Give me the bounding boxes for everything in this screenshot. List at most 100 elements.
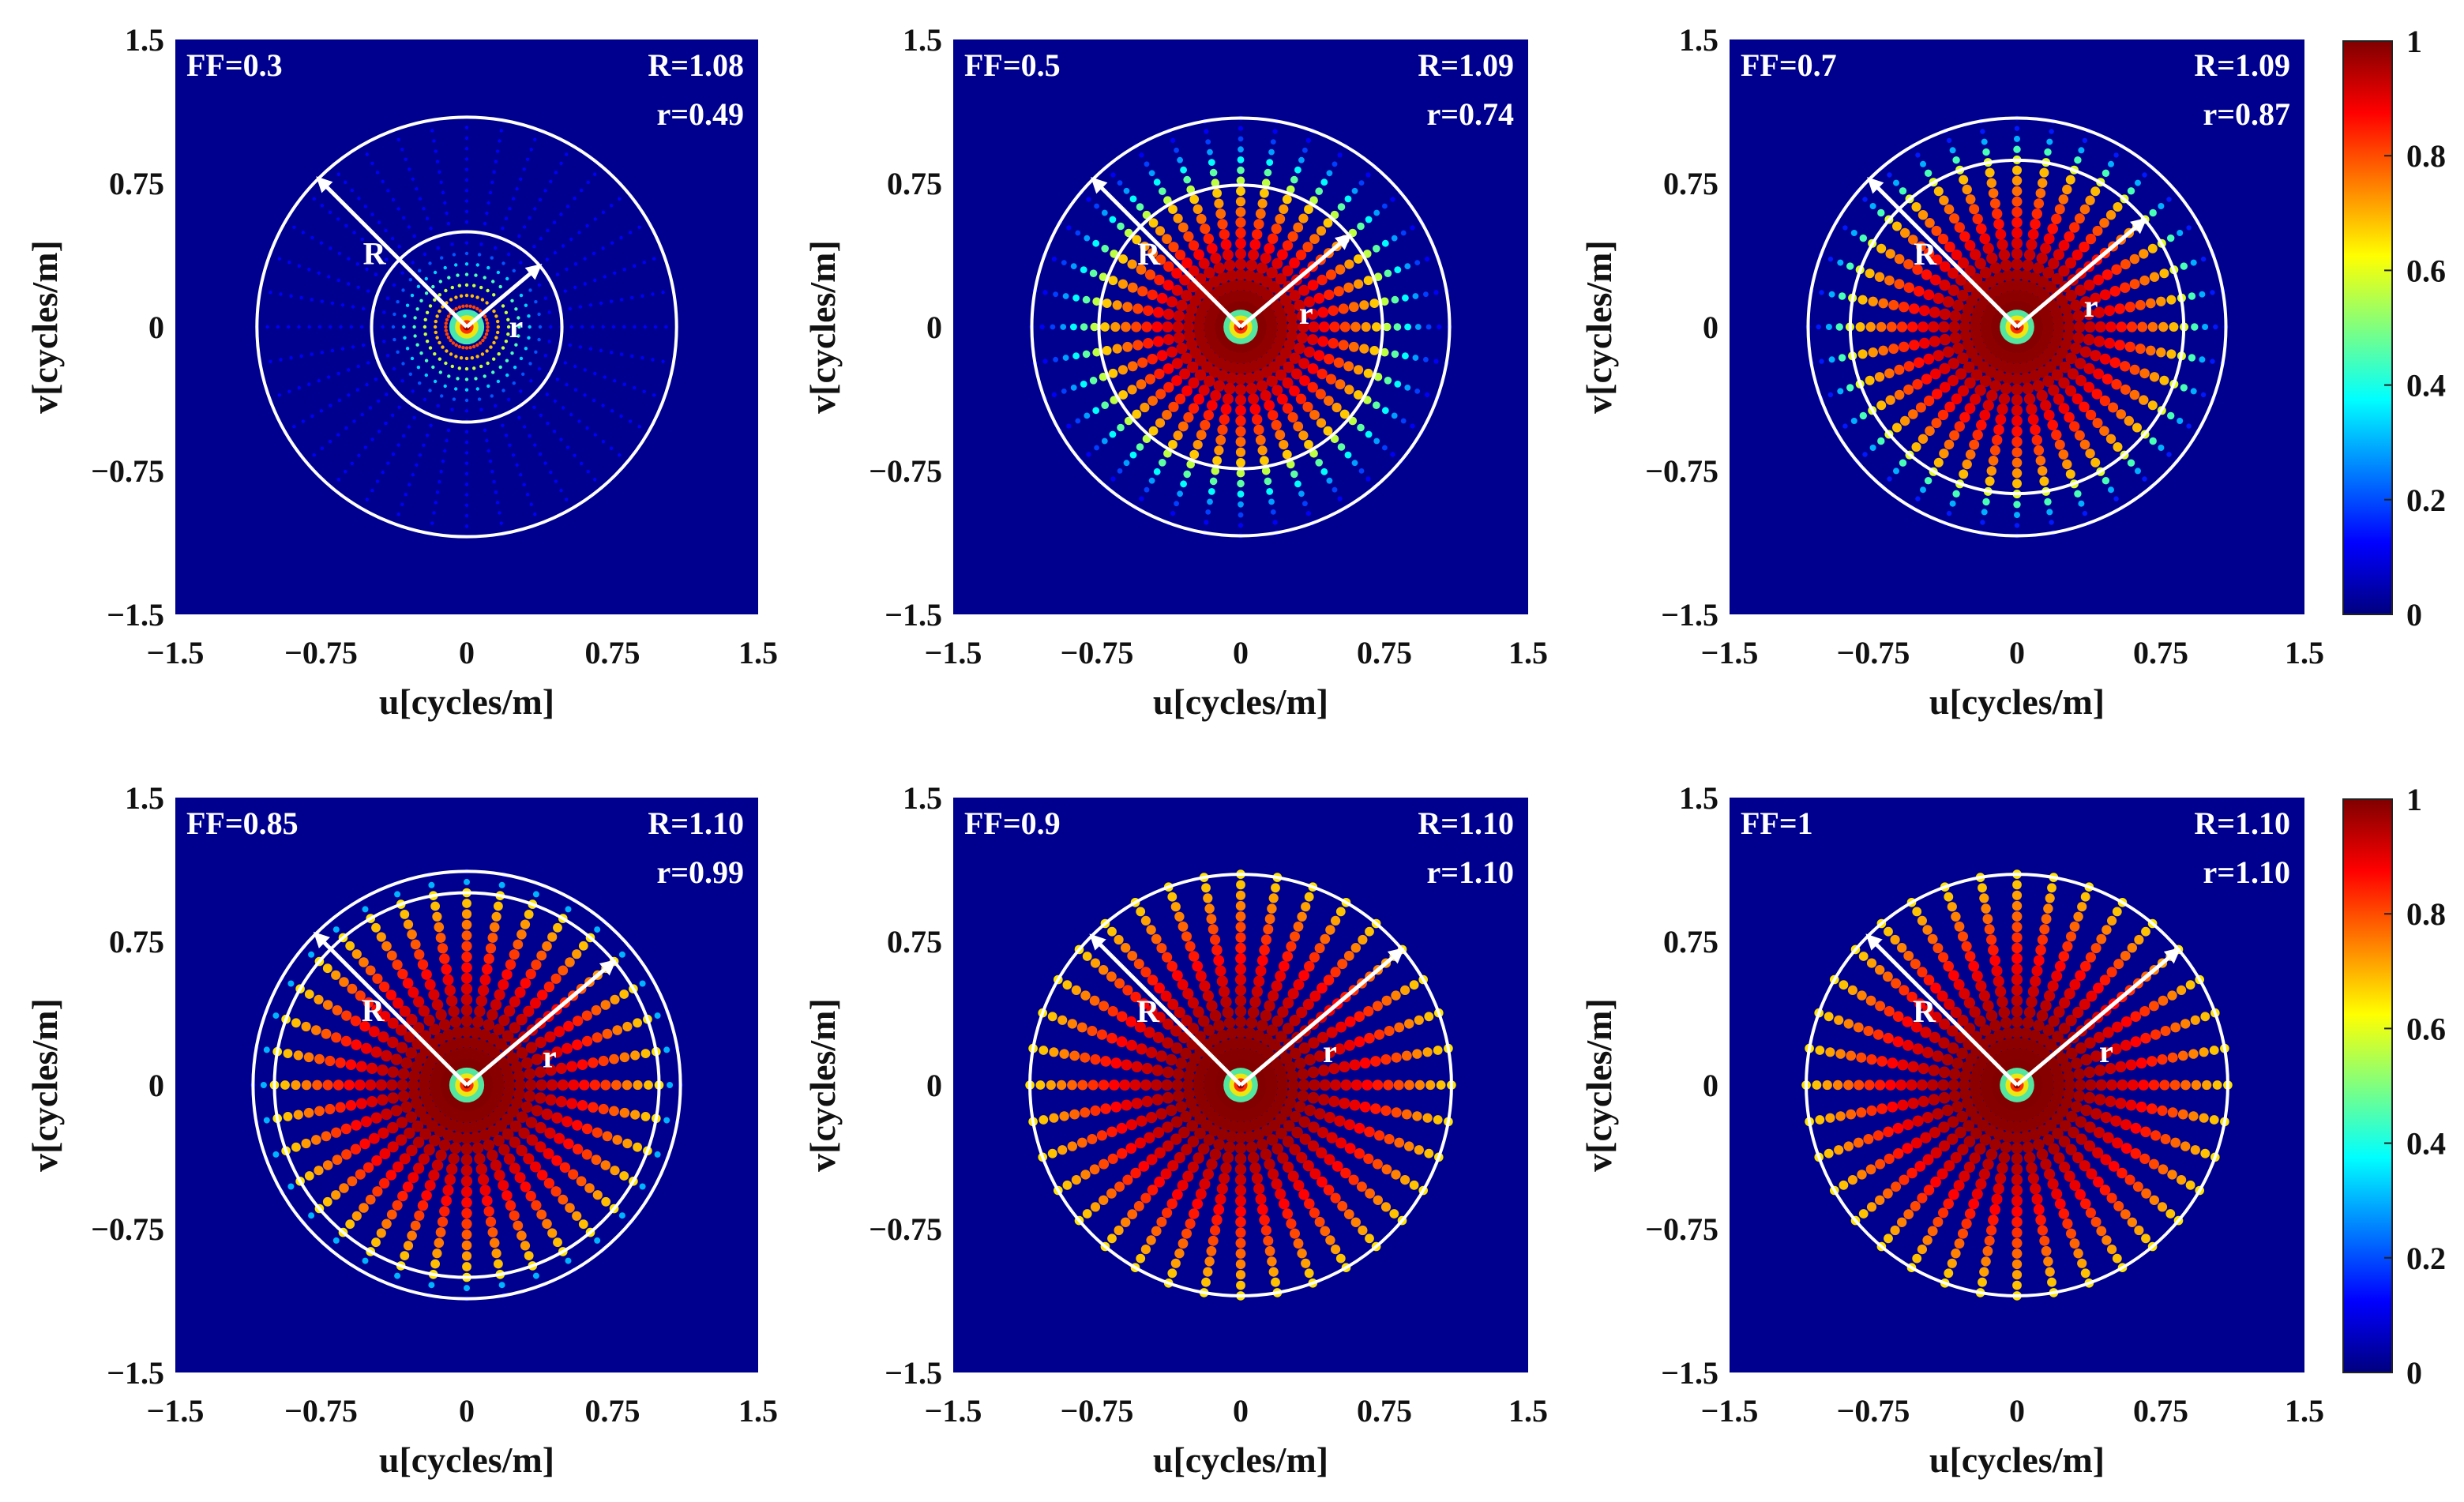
sample-point [1175, 1101, 1187, 1113]
sample-point [546, 421, 550, 426]
sample-point [2011, 900, 2023, 911]
sample-point [2102, 269, 2113, 280]
sample-point [378, 981, 390, 993]
sample-point [1354, 390, 1363, 400]
sample-point [2074, 1079, 2087, 1091]
sample-point [1166, 346, 1178, 358]
sample-point [1309, 990, 1321, 1002]
sample-point [618, 197, 622, 201]
sample-point [1283, 1120, 1295, 1132]
sample-point [1174, 393, 1186, 404]
sample-point [1989, 380, 2002, 392]
sample-point [1290, 1110, 1301, 1123]
sample-point [513, 1220, 524, 1231]
sample-point [390, 1053, 403, 1065]
sample-point [505, 359, 509, 362]
sample-point [509, 1120, 522, 1132]
sample-point [1290, 1047, 1301, 1060]
sample-point [1100, 322, 1110, 332]
sample-point [438, 1140, 451, 1151]
arrow-r-label: r [1299, 295, 1313, 331]
sample-point [425, 216, 430, 220]
sample-point [1144, 1027, 1155, 1038]
sample-point [1962, 459, 1972, 470]
sample-point [1134, 1021, 1146, 1033]
sample-point [483, 276, 486, 280]
sample-point [551, 1046, 563, 1058]
sample-point [2180, 1080, 2191, 1091]
sample-point [400, 502, 404, 506]
sample-point [360, 1042, 372, 1054]
sample-point [2073, 911, 2083, 922]
sample-point [2092, 1147, 2104, 1158]
y-tick-label: −1.5 [107, 597, 164, 633]
sample-point [1235, 1259, 1246, 1270]
sample-point [1957, 290, 1969, 302]
sample-point [1206, 242, 1218, 254]
sample-point [1171, 1079, 1184, 1091]
y-axis-label: v[cycles/m] [802, 998, 843, 1172]
sample-point [1082, 1209, 1092, 1218]
sample-point [1268, 990, 1279, 1002]
sample-point [1162, 1207, 1173, 1218]
sample-point [1167, 892, 1178, 902]
sample-point [1154, 982, 1165, 994]
sample-point [1114, 1181, 1125, 1192]
sample-point [1290, 470, 1298, 479]
sample-point [434, 922, 445, 933]
sample-point [2105, 434, 2117, 444]
sample-point [593, 278, 597, 283]
sample-point [1175, 1057, 1187, 1069]
sample-point [1947, 902, 1957, 912]
sample-point [1244, 1027, 1256, 1039]
sample-point [378, 1177, 390, 1189]
sample-point [483, 428, 487, 432]
sample-point [2102, 374, 2113, 385]
sample-point [561, 244, 565, 248]
y-tick-label: 0 [926, 1068, 942, 1103]
sample-point [2065, 1015, 2077, 1027]
sample-point [1963, 1136, 1976, 1147]
sample-point [1843, 1080, 1854, 1091]
sample-point [1332, 1161, 1343, 1172]
sample-point [1187, 1136, 1200, 1147]
sample-point [1912, 907, 1922, 917]
sample-point [1171, 268, 1182, 279]
sample-point [1167, 1268, 1178, 1279]
sample-point [1176, 299, 1188, 312]
sample-point [471, 1142, 484, 1155]
sample-point [360, 1116, 372, 1128]
sample-point [494, 404, 498, 408]
sample-point [1296, 1151, 1308, 1164]
sample-point [1217, 370, 1229, 382]
sample-point [552, 220, 557, 224]
sample-point [1155, 254, 1166, 265]
sample-point [395, 1134, 408, 1146]
sample-point [1136, 1115, 1147, 1127]
sample-point [404, 493, 408, 497]
sample-point [2127, 459, 2135, 467]
sample-point [1939, 308, 1951, 321]
sample-point [2167, 1170, 2177, 1180]
sample-point [1325, 269, 1337, 280]
sample-point [1930, 982, 1942, 994]
sample-point [1868, 296, 1878, 306]
sample-point [1815, 1115, 1825, 1125]
sample-point [577, 1059, 588, 1070]
sample-point [1316, 1147, 1328, 1158]
sample-point [484, 317, 489, 322]
sample-point [1315, 389, 1326, 400]
sample-point [1170, 1133, 1182, 1145]
sample-point [1177, 490, 1183, 498]
sample-point [464, 398, 469, 403]
sample-point [1857, 349, 1868, 359]
sample-point [1119, 1080, 1131, 1091]
sample-point [2210, 290, 2215, 295]
sample-point [2011, 415, 2023, 426]
inner-ring-r [1097, 183, 1384, 471]
sample-point [491, 280, 495, 284]
sample-point [1989, 1019, 2001, 1031]
sample-point [1195, 1188, 1207, 1200]
sample-point [519, 261, 523, 265]
